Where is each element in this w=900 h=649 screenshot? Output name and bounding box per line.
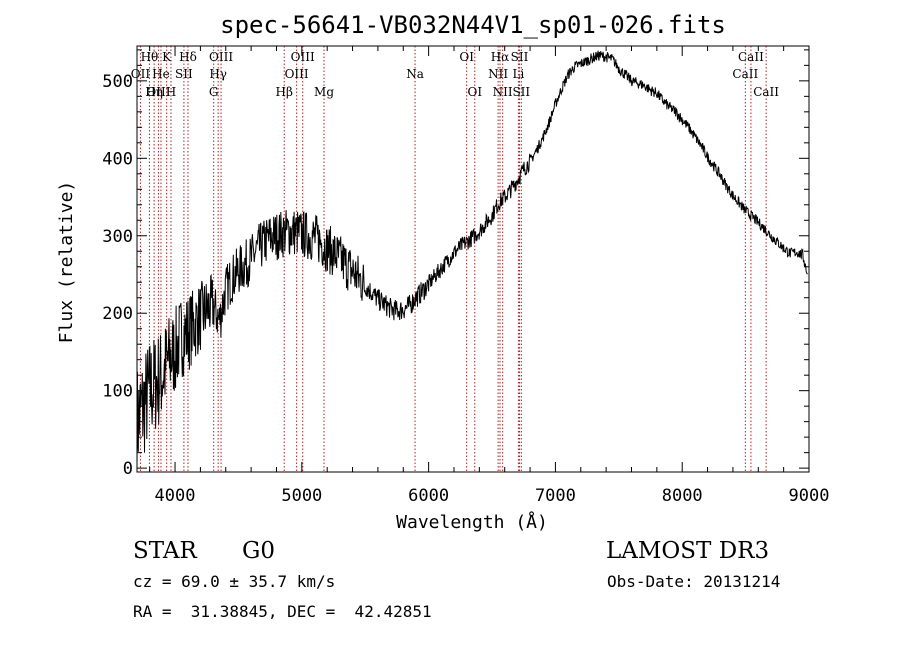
- line-label: OIII: [209, 50, 233, 64]
- y-tick-label: 400: [102, 149, 133, 169]
- redshift-value: cz = 69.0 ± 35.7 km/s: [133, 572, 336, 591]
- y-tick-label: 500: [102, 72, 133, 92]
- line-label: K: [162, 50, 172, 64]
- line-label: OIII: [285, 67, 309, 81]
- y-tick-label: 300: [102, 227, 133, 247]
- line-label: OI: [459, 50, 474, 64]
- x-axis-ticks: 4000 5000 6000 7000 8000 9000: [149, 46, 830, 506]
- line-label: OI: [467, 85, 482, 99]
- line-label: NII: [488, 67, 508, 81]
- line-label: Hα: [491, 50, 510, 64]
- line-label: Hη: [145, 85, 163, 99]
- chart-title: spec-56641-VB032N44V1_sp01-026.fits: [220, 11, 726, 39]
- x-tick-label: 7000: [535, 486, 576, 506]
- y-tick-label: 200: [102, 304, 133, 324]
- y-tick-label: 0: [123, 459, 133, 479]
- plot-frame: [136, 45, 810, 473]
- line-label: NII: [493, 85, 513, 99]
- line-label: SII: [512, 85, 530, 99]
- line-label: Na: [406, 67, 424, 81]
- x-tick-label: 6000: [408, 486, 449, 506]
- y-tick-label: 100: [102, 382, 133, 402]
- line-label: Hθ: [141, 50, 159, 64]
- sky-coordinates: RA = 31.38845, DEC = 42.42851: [133, 602, 432, 621]
- line-label: Hγ: [209, 67, 227, 81]
- line-label: Mg: [314, 85, 334, 99]
- line-label: H: [166, 85, 176, 99]
- line-label: Li: [512, 67, 524, 81]
- line-label: G: [209, 85, 219, 99]
- line-label: CaII: [738, 50, 764, 64]
- x-axis-label: Wavelength (Å): [396, 511, 548, 533]
- x-tick-label: 4000: [155, 486, 196, 506]
- spectral-line-markers: [139, 46, 767, 472]
- line-label: Hδ: [179, 50, 197, 64]
- line-label: CaII: [753, 85, 779, 99]
- x-tick-label: 9000: [789, 486, 830, 506]
- x-tick-label: 5000: [281, 486, 322, 506]
- survey-name: LAMOST DR3: [606, 538, 770, 564]
- line-label: CaII: [732, 67, 758, 81]
- spectrum-line: [136, 50, 808, 470]
- line-label: SII: [175, 67, 193, 81]
- line-label: Hβ: [276, 85, 293, 99]
- object-subclass: G0: [242, 538, 276, 564]
- line-label: SII: [511, 50, 529, 64]
- line-label: He: [152, 67, 170, 81]
- line-label: OII: [131, 67, 151, 81]
- x-tick-label: 8000: [662, 486, 703, 506]
- y-axis-ticks: 0 100 200 300 400 500: [102, 49, 809, 479]
- y-axis-label: Flux (relative): [56, 181, 77, 344]
- line-label: OIII: [146, 85, 170, 99]
- object-class: STAR: [133, 538, 197, 564]
- line-label: OIII: [291, 50, 315, 64]
- observation-date: Obs-Date: 20131214: [607, 572, 781, 591]
